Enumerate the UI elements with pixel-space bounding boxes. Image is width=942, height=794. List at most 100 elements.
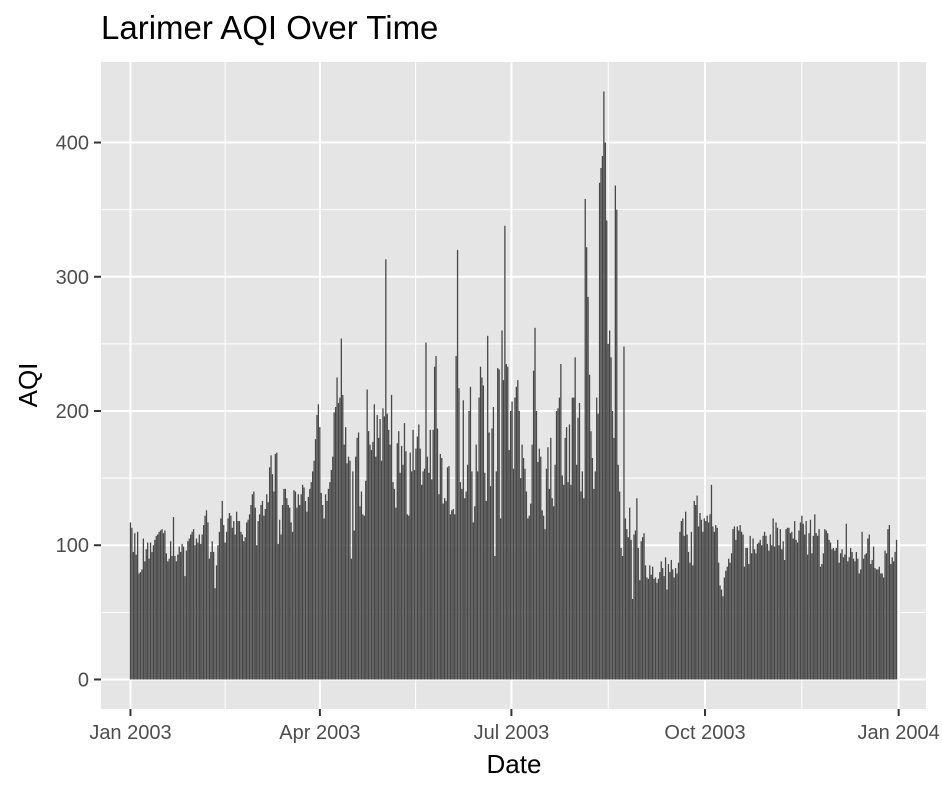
aqi-bar (148, 558, 150, 680)
aqi-bar (451, 510, 453, 680)
aqi-bar (284, 488, 287, 680)
aqi-bar (294, 491, 297, 680)
aqi-bar (405, 451, 407, 680)
aqi-bar (598, 182, 601, 680)
aqi-bar (426, 456, 429, 680)
aqi-bar (250, 504, 252, 680)
aqi-bar (629, 507, 631, 680)
aqi-bar (535, 411, 538, 680)
aqi-bar (396, 443, 398, 680)
aqi-bar (654, 577, 657, 680)
aqi-bar (507, 366, 509, 680)
aqi-bar (852, 558, 855, 680)
aqi-bar (748, 564, 750, 680)
aqi-bar (740, 531, 743, 680)
aqi-bar (347, 456, 350, 680)
aqi-bar (796, 542, 799, 680)
aqi-bar (280, 534, 282, 680)
aqi-bar (875, 569, 878, 680)
aqi-bar (650, 574, 652, 680)
aqi-bar (877, 569, 879, 680)
aqi-bar (755, 553, 757, 680)
aqi-bar (238, 521, 241, 680)
aqi-bar (465, 491, 467, 680)
aqi-bar (575, 464, 578, 680)
aqi-bar (286, 498, 288, 680)
aqi-bar (534, 327, 536, 680)
aqi-bar (264, 508, 266, 680)
aqi-bar (446, 467, 449, 680)
aqi-bar (730, 553, 733, 680)
aqi-bar (758, 542, 760, 680)
aqi-bar (314, 439, 317, 680)
aqi-bar (880, 573, 882, 680)
aqi-bar (838, 562, 840, 680)
aqi-bar (586, 247, 588, 680)
aqi-bar (310, 482, 312, 680)
aqi-bar (157, 534, 159, 680)
aqi-bar (606, 220, 608, 680)
aqi-bar (868, 534, 870, 680)
aqi-bar (187, 541, 189, 680)
aqi-bar (802, 523, 804, 680)
aqi-bar (631, 598, 634, 680)
aqi-bar (220, 518, 222, 680)
aqi-bar (700, 519, 703, 680)
aqi-bar (299, 504, 301, 680)
aqi-bar (367, 431, 370, 680)
aqi-bar (423, 468, 426, 680)
aqi-bar (831, 549, 833, 680)
aqi-bar (842, 557, 845, 680)
aqi-bar (363, 515, 365, 680)
aqi-bar (454, 514, 456, 680)
aqi-bar (677, 562, 680, 680)
aqi-bar (418, 424, 420, 680)
aqi-bar (656, 582, 658, 680)
aqi-bar (478, 397, 480, 680)
aqi-bar (452, 508, 454, 680)
aqi-bar (362, 514, 364, 680)
aqi-bar (686, 534, 688, 680)
aqi-bar (834, 550, 836, 680)
aqi-bar (707, 522, 710, 680)
aqi-bar (499, 518, 502, 680)
aqi-bar (861, 531, 863, 680)
aqi-bar (881, 573, 883, 680)
aqi-bar (570, 484, 572, 680)
aqi-bar (518, 411, 520, 680)
aqi-bar (578, 402, 581, 680)
aqi-bar (346, 463, 348, 680)
aqi-bar (769, 534, 771, 680)
aqi-bar (634, 530, 637, 680)
aqi-bar (895, 539, 898, 680)
aqi-bar (360, 491, 363, 680)
aqi-bar (670, 560, 672, 680)
aqi-bar (194, 545, 196, 680)
aqi-bar (168, 558, 170, 680)
aqi-bar (593, 488, 595, 680)
aqi-bar (180, 551, 182, 680)
aqi-bar (630, 539, 632, 680)
aqi-bar (636, 498, 638, 680)
aqi-bar (270, 455, 272, 680)
aqi-bar (848, 557, 850, 680)
aqi-bar (557, 408, 559, 680)
aqi-bar (231, 527, 233, 680)
aqi-bar (205, 510, 208, 680)
aqi-bar (763, 531, 766, 680)
aqi-bar (663, 576, 665, 680)
aqi-bar (887, 529, 889, 680)
aqi-bar (337, 402, 340, 680)
aqi-bar (356, 437, 358, 680)
aqi-bar (378, 437, 380, 680)
aqi-bar (482, 385, 485, 680)
aqi-bar (888, 525, 891, 680)
aqi-bar (230, 515, 232, 680)
aqi-bar (462, 400, 464, 680)
aqi-bar (847, 561, 849, 680)
aqi-bar (392, 482, 394, 680)
aqi-bar (237, 521, 239, 680)
aqi-bar (894, 551, 896, 680)
aqi-bar (267, 502, 269, 680)
aqi-bar (808, 533, 810, 680)
